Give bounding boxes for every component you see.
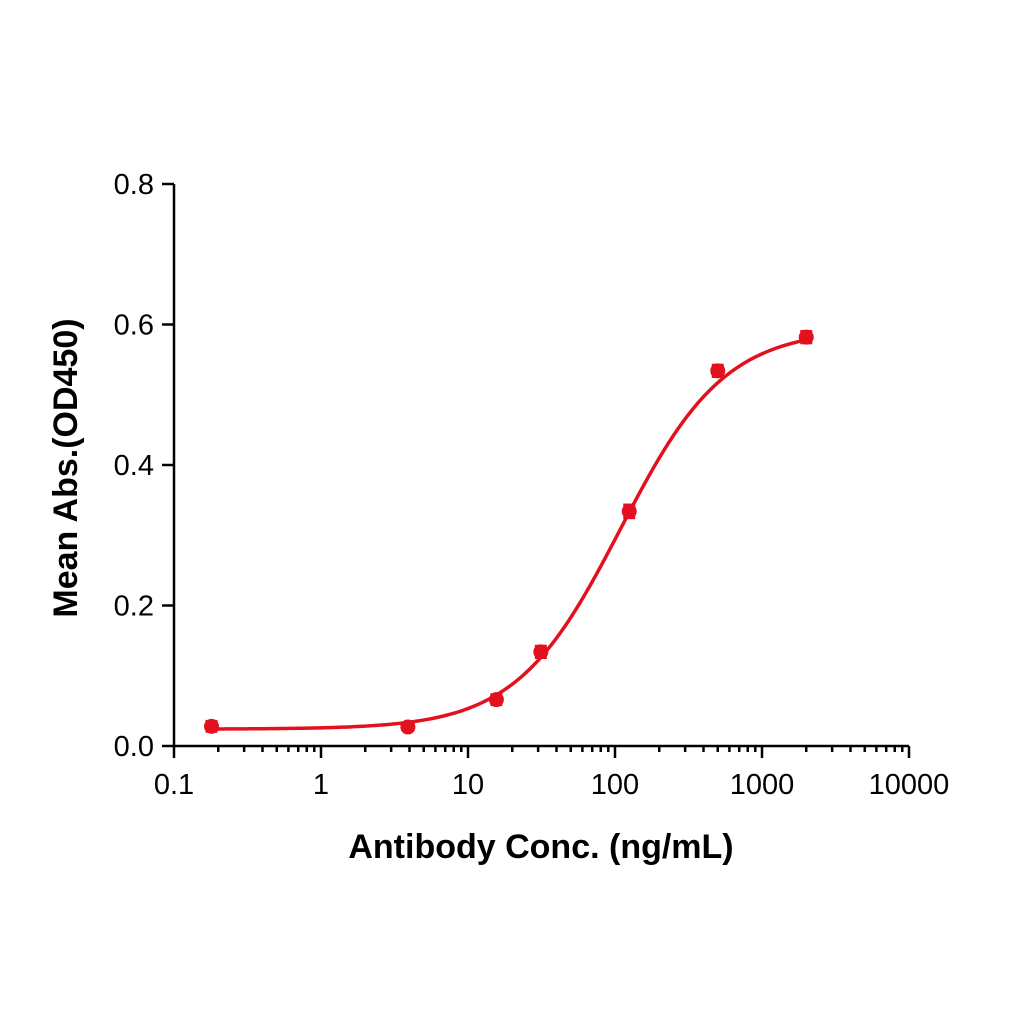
axes (172, 184, 909, 748)
fit-curve-group (209, 338, 808, 731)
ticks: 0.0 0.2 0.4 0.6 0.8 0.1 1 10 100 1000 10000 (114, 169, 950, 801)
x-tick-label: 10000 (869, 769, 950, 801)
y-axis-title: Mean Abs.(OD450) (47, 318, 85, 617)
data-point-group (798, 329, 814, 345)
data-point (204, 718, 220, 734)
data-point (533, 644, 549, 660)
data-points (204, 329, 814, 735)
data-point-group (400, 719, 416, 735)
x-tick-label: 0.1 (154, 769, 194, 801)
data-point (488, 692, 504, 708)
x-tick-label: 1000 (730, 769, 795, 801)
y-tick-label: 0.8 (114, 169, 154, 201)
y-tick-label: 0.2 (114, 591, 154, 623)
data-point (621, 503, 637, 519)
x-axis-title: Antibody Conc. (ng/mL) (348, 828, 733, 866)
data-point (400, 719, 416, 735)
y-tick-label: 0.0 (114, 731, 154, 763)
y-tick-label: 0.4 (114, 450, 154, 482)
x-tick-label: 10 (452, 769, 484, 801)
data-point-group (533, 644, 549, 660)
data-point-group (204, 718, 220, 734)
x-tick-label: 1 (313, 769, 329, 801)
data-point (798, 329, 814, 345)
data-point-group (621, 503, 637, 520)
x-tick-label: 100 (591, 769, 639, 801)
data-point-group (488, 692, 504, 708)
data-point (710, 363, 726, 379)
y-tick-label: 0.6 (114, 310, 154, 342)
fit-curve (209, 338, 808, 731)
data-point-group (710, 363, 726, 379)
